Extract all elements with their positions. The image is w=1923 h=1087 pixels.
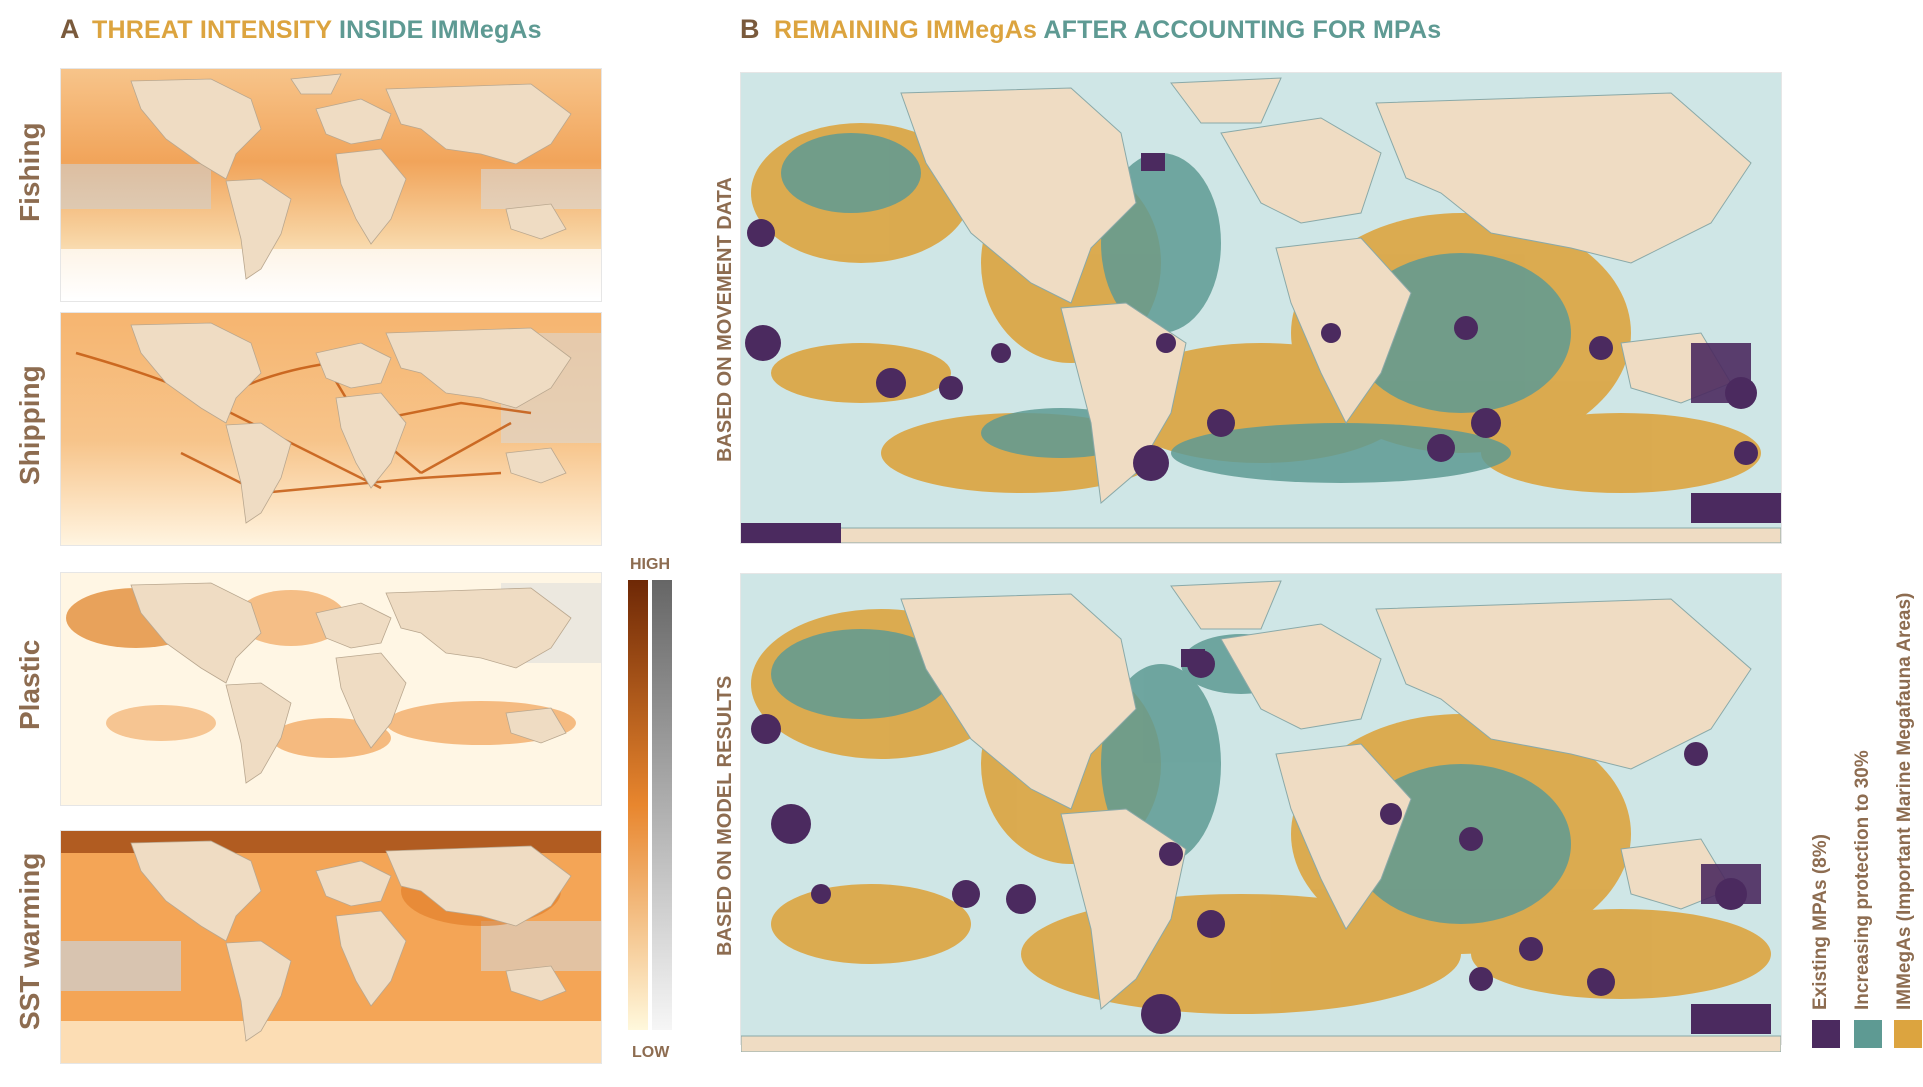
row-label-plastic: Plastic <box>14 639 45 730</box>
legend-swatch-existing-mpas <box>1812 1020 1840 1048</box>
panel-a-title-inside: INSIDE IMMegAs <box>338 16 542 44</box>
panel-b-title-remaining: REMAINING IMMegAs <box>774 16 1038 44</box>
panel-a-letter: A <box>60 14 80 44</box>
map-model-results-svg <box>740 574 1782 1053</box>
map-shipping-svg <box>61 313 601 545</box>
panel-b-title: REMAINING IMMegAs AFTER ACCOUNTING FOR M… <box>774 16 1441 45</box>
map-movement-data <box>740 72 1782 544</box>
map-fishing-svg <box>61 69 601 301</box>
legend-label-increasing-protection: Increasing protection to 30% <box>1852 750 1873 1010</box>
map-label-movement-data: BASED ON MOVEMENT DATA <box>714 177 736 462</box>
map-shipping <box>60 312 602 546</box>
map-label-model-results: BASED ON MODEL RESULTS <box>714 675 736 956</box>
map-movement-data-svg <box>740 73 1782 544</box>
legend-swatch-immegas <box>1894 1020 1922 1048</box>
map-plastic-svg <box>61 573 601 805</box>
panel-b-letter: B <box>740 14 760 44</box>
legend-label-existing-mpas: Existing MPAs (8%) <box>1810 834 1831 1010</box>
row-label-sst-warming: SST warming <box>14 852 45 1030</box>
panel-a-title-threat: THREAT INTENSITY <box>92 16 332 44</box>
scale-bar-gray <box>652 580 672 1030</box>
map-sst-warming <box>60 830 602 1064</box>
row-label-shipping: Shipping <box>14 365 45 485</box>
row-label-fishing: Fishing <box>14 122 45 222</box>
map-plastic <box>60 572 602 806</box>
scale-high-label: HIGH <box>630 556 670 573</box>
legend-label-immegas: IMMegAs (Important Marine Megafauna Area… <box>1894 592 1915 1010</box>
scale-bar-threat <box>628 580 648 1030</box>
map-sst-warming-svg <box>61 831 601 1063</box>
panel-b-title-after: AFTER ACCOUNTING FOR MPAs <box>1043 16 1442 44</box>
legend-swatch-increasing-protection <box>1854 1020 1882 1048</box>
scale-low-label: LOW <box>632 1044 670 1061</box>
panel-a-title: THREAT INTENSITY INSIDE IMMegAs <box>92 16 542 45</box>
map-model-results <box>740 573 1782 1053</box>
map-fishing <box>60 68 602 302</box>
